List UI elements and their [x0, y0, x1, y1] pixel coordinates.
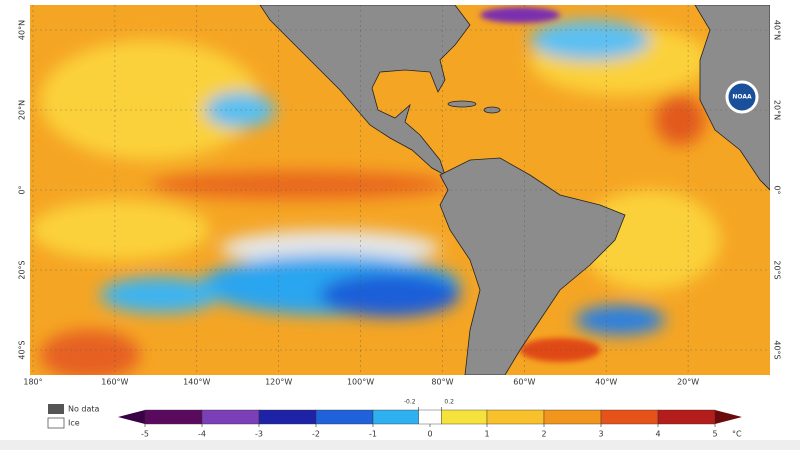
bottom-strip [0, 440, 800, 450]
lat-label: 20°N [18, 100, 27, 120]
lon-label: 120°W [265, 378, 292, 387]
colorbar-segment [315, 409, 374, 425]
lat-label: 40°S [773, 340, 782, 359]
lon-label: 160°W [101, 378, 128, 387]
colorbar-segment [486, 409, 545, 425]
lon-label: 60°W [513, 378, 535, 387]
lat-label: 20°S [773, 260, 782, 279]
lon-label: 40°W [595, 378, 617, 387]
colorbar-tick-label: 4 [655, 430, 660, 439]
lon-label: 80°W [431, 378, 453, 387]
colorbar-segment [372, 409, 419, 425]
lon-label: 140°W [183, 378, 210, 387]
lat-label: 40°S [18, 340, 27, 359]
lat-label: 40°N [18, 20, 27, 40]
lat-label: 0° [773, 185, 782, 194]
colorbar-tick-label: -3 [255, 430, 263, 439]
colorbar-unit: °C [732, 430, 742, 439]
colorbar-segment [600, 409, 659, 425]
colorbar-tick-label: 2 [541, 430, 546, 439]
colorbar-tick-label: -1 [369, 430, 377, 439]
colorbar-tick-label: 3 [598, 430, 603, 439]
lon-label: 180° [23, 378, 42, 387]
colorbar-tick-label: 0.2 [444, 399, 454, 406]
colorbar-tick-label: -5 [141, 430, 149, 439]
legend-label: No data [68, 405, 100, 414]
lon-label: 100°W [347, 378, 374, 387]
grid [30, 5, 770, 375]
logo-text: NOAA [732, 94, 752, 101]
colorbar-tick-label: 5 [712, 430, 717, 439]
colorbar-tick-label: 0 [427, 430, 432, 439]
no-data-swatch [48, 404, 64, 414]
colorbar-tick-label: -2 [312, 430, 320, 439]
lon-label: 20°W [677, 378, 699, 387]
lat-label: 0° [18, 185, 27, 194]
colorbar: -5 -4 -3 -2 -1 0 1 2 3 4 5 -0.2 0.2 °C [118, 399, 742, 439]
lat-label: 20°S [18, 260, 27, 279]
colorbar-tick-label: -4 [198, 430, 206, 439]
colorbar-segment [258, 409, 317, 425]
colorbar-tick-label: 1 [484, 430, 489, 439]
logo [725, 80, 759, 114]
map [30, 5, 770, 375]
lat-label: 20°N [773, 100, 782, 120]
colorbar-segment [543, 409, 602, 425]
colorbar-segment [657, 409, 716, 425]
colorbar-segment [441, 409, 488, 425]
colorbar-segment [201, 409, 260, 425]
colorbar-tick-label: -0.2 [404, 399, 416, 406]
ice-swatch [47, 417, 65, 429]
lat-label: 40°N [773, 20, 782, 40]
colorbar-segment [418, 409, 442, 425]
colorbar-segment [144, 409, 203, 425]
colorbar-arrow-high [715, 410, 742, 424]
legend-label: Ice [68, 419, 80, 428]
colorbar-arrow-low [118, 410, 145, 424]
